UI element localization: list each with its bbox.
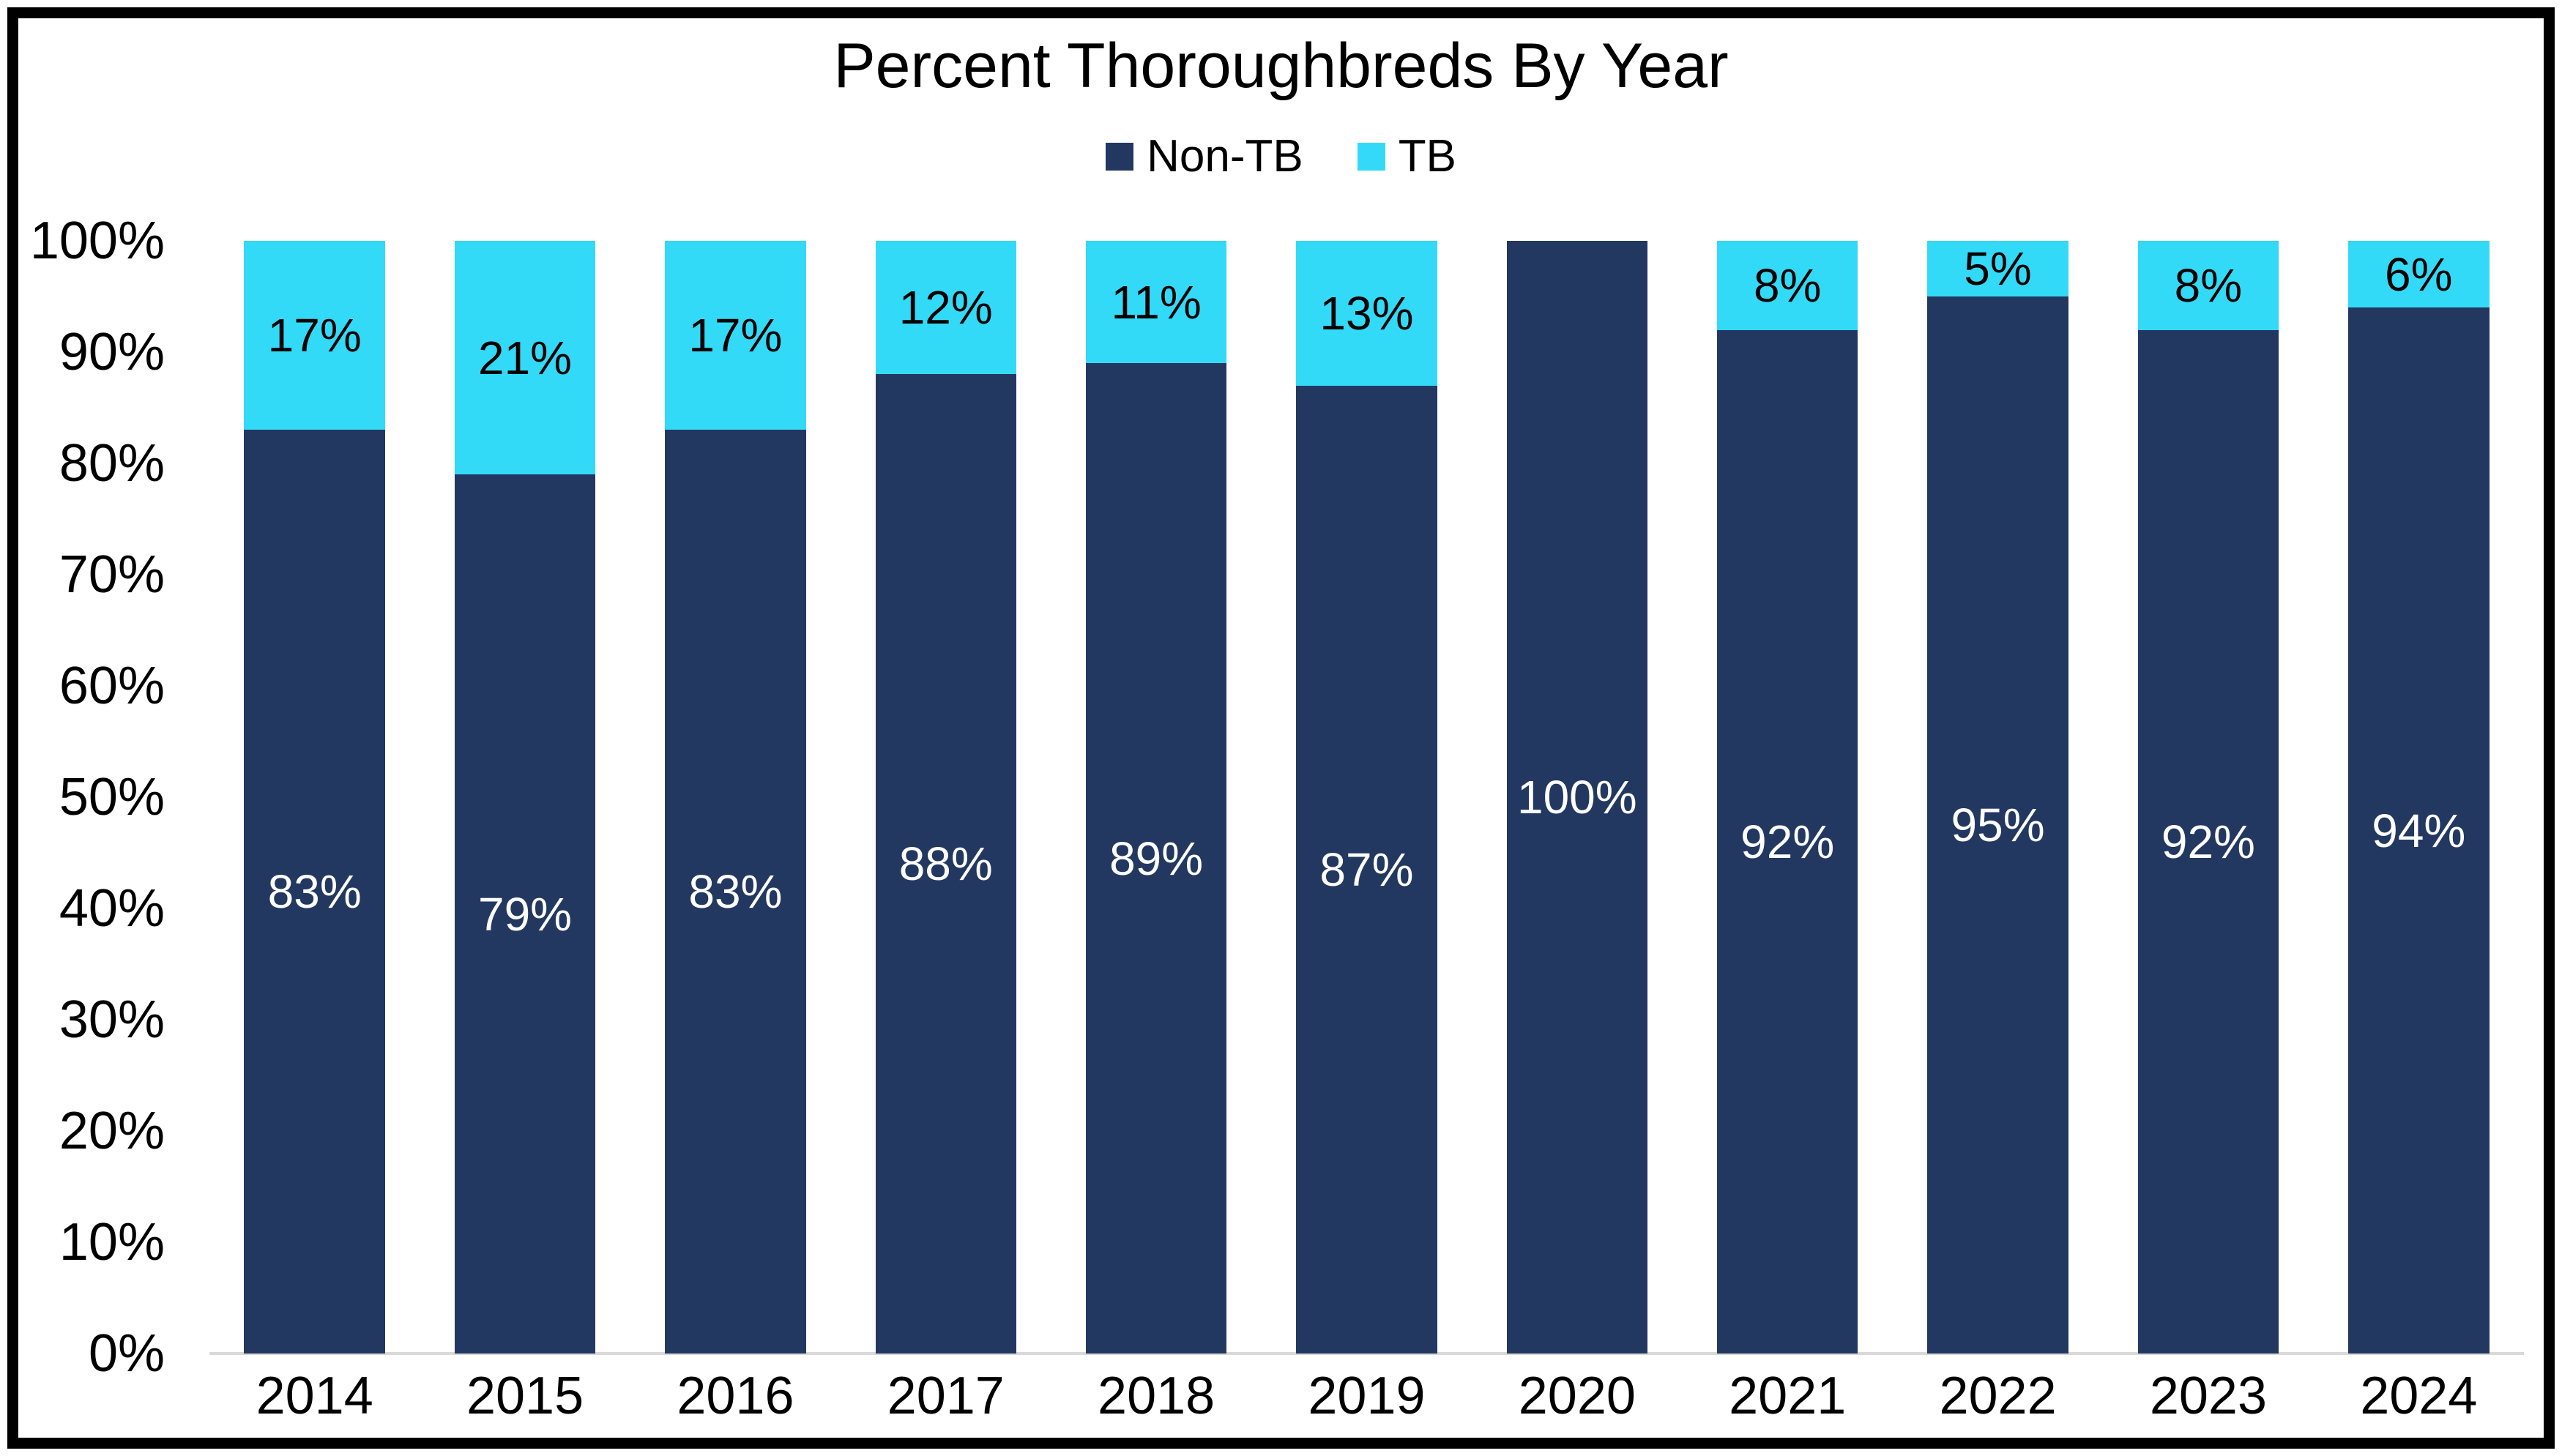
bar-segment-non-tb-label: 95% [1951,799,2045,851]
y-tick-label: 40% [59,879,165,938]
bar-segment-non-tb: 87% [1296,385,1437,1354]
bar-segment-non-tb-label: 92% [1740,815,1835,868]
bar-segment-tb-label: 8% [2174,258,2243,312]
bar-segment-tb-label: 13% [1319,286,1414,340]
y-tick-label: 20% [59,1102,165,1160]
y-tick-label: 60% [59,657,165,715]
bar-segment-tb: 8% [2137,241,2279,330]
x-axis-labels: 2014 2015 2016 2017 2018 2019 2020 2021 2022 2023… [209,1370,2524,1422]
x-axis-line [209,1352,2524,1355]
x-label-2016: 2016 [677,1367,794,1425]
legend-item-tb: TB [1357,131,1456,182]
bar-column-2016: 17% 83% [630,241,841,1354]
bar-segment-non-tb-label: 92% [2161,815,2255,868]
bar-segment-non-tb-label: 83% [688,865,783,919]
bar-column-2023: 8% 92% [2103,241,2313,1354]
bar-segment-tb-label: 12% [898,281,993,335]
bar-segment-tb-label: 17% [267,309,362,362]
y-tick-label: 100% [29,212,165,270]
bar-segment-tb: 6% [2348,241,2490,308]
bar-column-2024: 6% 94% [2314,241,2524,1354]
x-label-2019: 2019 [1308,1367,1426,1425]
bar-segment-tb: 13% [1296,241,1437,386]
y-tick-label: 80% [59,434,165,493]
y-tick-label: 70% [59,545,165,604]
x-label-2018: 2018 [1098,1367,1215,1425]
bar-segment-tb: 11% [1085,241,1227,364]
legend-item-non-tb: Non-TB [1106,134,1303,179]
x-label-2017: 2017 [887,1367,1005,1425]
x-label-2020: 2020 [1518,1367,1636,1425]
bar-column-2022: 5% 95% [1893,241,2103,1354]
legend-swatch-tb-icon [1357,143,1385,171]
bar-segment-non-tb: 89% [1085,363,1227,1354]
bar-segment-tb: 5% [1927,241,2068,296]
bar-column-2017: 12% 88% [841,241,1051,1354]
x-label-2024: 2024 [2360,1367,2478,1425]
y-axis: 100% 90% 80% 70% 60% 50% 40% 30% 20% 10% 0% [18,214,165,1380]
bar-segment-tb-label: 8% [1753,258,1822,312]
bar-segment-tb: 17% [244,241,385,430]
bar-segment-non-tb: 79% [454,474,596,1354]
bar-segment-non-tb: 92% [2137,329,2279,1354]
bar-segment-non-tb: 95% [1927,296,2068,1354]
bar-segment-non-tb: 100% [1506,241,1648,1354]
bar-segment-tb-label: 6% [2385,247,2453,301]
x-label-2022: 2022 [1939,1367,2057,1425]
bar-column-2021: 8% 92% [1683,241,1893,1354]
bar-segment-tb-label: 11% [1111,275,1202,329]
legend: Non-TB TB [18,134,2544,179]
bar-column-2018: 11% 89% [1051,241,1261,1354]
x-label-2015: 2015 [466,1367,584,1425]
y-tick-label: 30% [59,990,165,1049]
bar-segment-tb-label: 21% [477,331,573,384]
x-label-2014: 2014 [256,1367,373,1425]
bar-segment-non-tb-label: 94% [2372,804,2466,857]
bar-segment-tb: 17% [665,241,806,430]
legend-swatch-non-tb-icon [1106,143,1134,171]
plot-area: 17% 83% 21% 79% 17% 83% 12% 88% 11% 89% 13% 87% 100%… [209,241,2524,1355]
bar-segment-tb: 12% [875,241,1017,375]
x-label-2023: 2023 [2149,1367,2267,1425]
bar-segment-non-tb: 88% [875,374,1017,1354]
bar-segment-non-tb-label: 83% [267,865,362,919]
y-tick-label: 90% [59,323,165,381]
bar-segment-non-tb-label: 88% [898,837,993,891]
bar-segment-non-tb: 83% [244,430,385,1354]
bar-segment-non-tb: 94% [2348,307,2490,1354]
bar-segment-non-tb: 92% [1716,329,1858,1354]
bar-segment-non-tb-label: 100% [1516,771,1637,824]
bars: 17% 83% 21% 79% 17% 83% 12% 88% 11% 89% 13% 87% 100%… [209,241,2524,1354]
bar-segment-non-tb: 83% [665,430,806,1354]
x-label-2021: 2021 [1729,1367,1847,1425]
bar-column-2019: 13% 87% [1262,241,1472,1354]
bar-segment-tb: 21% [454,241,596,475]
legend-label-tb: TB [1398,131,1456,182]
bar-column-2014: 17% 83% [209,241,420,1354]
chart-title: Percent Thoroughbreds By Year [833,31,1729,101]
bar-column-2020: 100% [1472,241,1682,1354]
y-tick-label: 50% [59,768,165,826]
bar-segment-tb: 8% [1716,241,1858,330]
bar-segment-non-tb-label: 89% [1109,832,1204,885]
y-tick-label: 10% [59,1213,165,1272]
bar-segment-non-tb-label: 79% [477,887,573,941]
legend-label-non-tb: Non-TB [1147,131,1303,182]
bar-column-2015: 21% 79% [420,241,630,1354]
y-tick-label: 0% [88,1324,165,1383]
chart-frame: Percent Thoroughbreds By Year Non-TB TB … [7,7,2555,1449]
bar-segment-tb-label: 5% [1964,242,2032,295]
bar-segment-tb-label: 17% [688,309,783,362]
bar-segment-non-tb-label: 87% [1319,843,1414,896]
